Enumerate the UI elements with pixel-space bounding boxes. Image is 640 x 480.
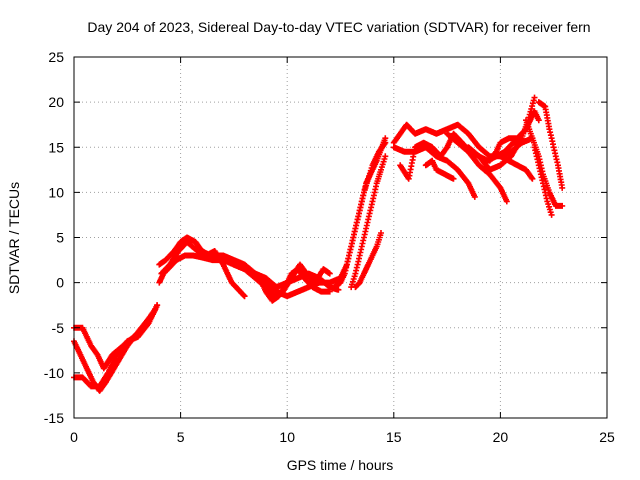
series-markers [531, 144, 555, 218]
chart-title: Day 204 of 2023, Sidereal Day-to-day VTE… [87, 19, 590, 35]
series-track-16 [422, 157, 457, 182]
series-track-10 [337, 139, 389, 282]
series-track-8 [230, 261, 333, 300]
series-track-20 [497, 153, 536, 182]
y-tick-label: 5 [56, 230, 64, 246]
y-tick-label: 20 [48, 94, 64, 110]
data-points [71, 94, 566, 394]
series-track-22 [535, 99, 566, 191]
x-axis-label: GPS time / hours [287, 457, 394, 473]
x-tick-label: 20 [493, 429, 509, 445]
x-tick-label: 10 [279, 429, 295, 445]
series-track-11 [348, 153, 389, 291]
x-tick-label: 5 [177, 429, 185, 445]
series-markers [158, 239, 248, 300]
y-tick-label: -10 [44, 365, 64, 381]
series-markers [337, 139, 389, 282]
series-markers [352, 230, 384, 291]
series-markers [348, 153, 389, 291]
x-tick-label: 15 [386, 429, 402, 445]
series-markers [230, 261, 333, 300]
y-tick-label: 0 [56, 275, 64, 291]
series-markers [535, 99, 566, 191]
gridlines [74, 57, 607, 418]
axis-ticks: 0 5 10 15 20 25 -15 -10 -5 0 5 10 15 20 25 [44, 49, 615, 445]
series-track-23 [531, 144, 555, 218]
y-axis-label: SDTVAR / TECUs [6, 182, 22, 294]
y-tick-label: 10 [48, 184, 64, 200]
series-markers [444, 130, 510, 205]
x-tick-label: 25 [599, 429, 615, 445]
y-tick-label: 15 [48, 139, 64, 155]
series-markers [422, 157, 457, 182]
series-markers [497, 153, 536, 182]
x-tick-label: 0 [70, 429, 78, 445]
y-tick-label: -5 [52, 320, 65, 336]
series-track-17 [444, 130, 510, 205]
y-tick-label: -15 [44, 410, 64, 426]
series-track-12 [352, 230, 384, 291]
series-track-6 [158, 239, 248, 300]
y-tick-label: 25 [48, 49, 64, 65]
